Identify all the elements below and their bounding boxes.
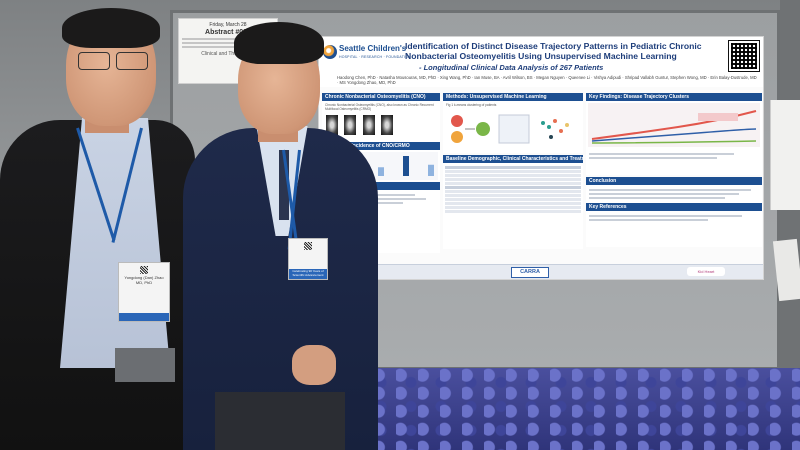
person-left-belt bbox=[115, 348, 175, 382]
qr-code-icon bbox=[728, 40, 760, 72]
person-left-hair bbox=[62, 8, 160, 48]
institution-name: Seattle Children's bbox=[339, 44, 407, 53]
poster-column-methods: Methods: Unsupervised Machine Learning F… bbox=[443, 93, 583, 153]
cluster-scatter bbox=[541, 119, 569, 139]
incidence-bar bbox=[428, 164, 434, 176]
mri-image bbox=[362, 115, 375, 135]
qr-code-icon bbox=[140, 266, 148, 274]
abstract-category: Clinical and Therapeutic bbox=[201, 51, 255, 57]
trajectory-plot bbox=[588, 103, 760, 147]
methods-note: Fig 1 k-means clustering of patients bbox=[446, 103, 497, 107]
trajectory-line bbox=[591, 140, 757, 144]
person-right-hair bbox=[234, 22, 324, 64]
badge-band-text: Celebrating 90 Years of Scientific Advan… bbox=[289, 269, 327, 279]
poster-footer: CARRA Kid Heart bbox=[319, 264, 763, 279]
section-cno: Chronic Nonbacterial Osteomyelitis (CNO) bbox=[322, 93, 440, 101]
badge-name: Yongdong (Dan) Zhao bbox=[124, 275, 164, 280]
institution-logo: Seattle Children's HOSPITAL · RESEARCH ·… bbox=[323, 43, 411, 65]
mri-image bbox=[381, 115, 394, 135]
glasses-icon bbox=[116, 52, 148, 70]
mri-image bbox=[344, 115, 357, 135]
neighbor-poster bbox=[770, 100, 800, 210]
person-right-trousers bbox=[215, 392, 345, 450]
poster-header: Seattle Children's HOSPITAL · RESEARCH ·… bbox=[319, 37, 763, 87]
mri-image bbox=[326, 115, 338, 135]
method-node bbox=[451, 115, 463, 127]
poster-column-baseline: Baseline Demographic, Clinical Character… bbox=[443, 155, 583, 249]
section-methods: Methods: Unsupervised Machine Learning bbox=[443, 93, 583, 101]
incidence-bar bbox=[403, 156, 409, 176]
baseline-table bbox=[443, 163, 583, 216]
badge-role: MD, PhD bbox=[135, 280, 153, 285]
name-badge-right: Celebrating 90 Years of Scientific Advan… bbox=[288, 238, 328, 280]
poster-authors: Haodong Chen, PhD · Natasha Mousouras, M… bbox=[337, 75, 757, 85]
section-references: Key References bbox=[586, 203, 762, 211]
name-badge-left: Yongdong (Dan) Zhao MD, PhD bbox=[118, 262, 170, 322]
trajectory-line bbox=[591, 128, 757, 142]
method-node bbox=[476, 122, 490, 136]
kid-heart-logo: Kid Heart bbox=[687, 267, 725, 276]
abstract-number: Abstract #094 bbox=[205, 29, 251, 36]
section-incidence: Increasing Incidence of CNO/CRMO bbox=[322, 142, 440, 150]
poster-column-findings: Key Findings: Disease Trajectory Cluster… bbox=[586, 93, 762, 175]
glasses-icon bbox=[78, 52, 110, 70]
poster-subtitle: - Longitudinal Clinical Data Analysis of… bbox=[419, 63, 604, 72]
cno-text: Chronic Nonbacterial Osteomyelitis (CNO)… bbox=[325, 103, 434, 111]
carra-logo: CARRA bbox=[511, 267, 549, 278]
poster-title: Identification of Distinct Disease Traje… bbox=[405, 41, 702, 61]
research-poster: Seattle Children's HOSPITAL · RESEARCH ·… bbox=[318, 36, 764, 280]
method-box bbox=[498, 114, 530, 144]
abstract-date: Friday, March 28 bbox=[209, 22, 247, 28]
poster-column-conclusion: Conclusion Key References bbox=[586, 177, 762, 247]
section-conclusion: Conclusion bbox=[586, 177, 762, 185]
incidence-bar bbox=[378, 167, 384, 176]
necktie bbox=[279, 150, 289, 220]
institution-tagline: HOSPITAL · RESEARCH · FOUNDATION bbox=[339, 55, 411, 59]
method-node bbox=[451, 131, 463, 143]
section-findings: Key Findings: Disease Trajectory Cluster… bbox=[586, 93, 762, 101]
qr-code-icon bbox=[304, 242, 312, 250]
institution-logo-icon bbox=[323, 45, 337, 59]
person-right-hands bbox=[292, 345, 336, 385]
section-baseline: Baseline Demographic, Clinical Character… bbox=[443, 155, 583, 163]
methods-diagram bbox=[451, 114, 569, 144]
